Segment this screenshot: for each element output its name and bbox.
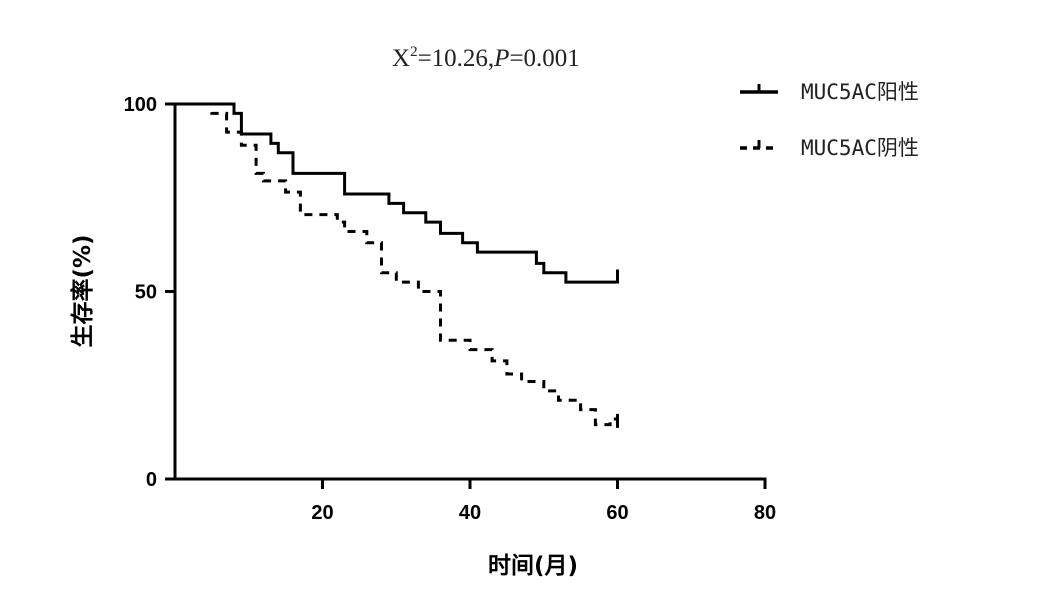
legend-entry-negative: MUC5AC阴性 xyxy=(740,136,919,160)
x-tick-label: 60 xyxy=(606,502,628,524)
chart-title: X2=10.26,P=0.001 xyxy=(392,44,580,72)
chart-title-p-value: =0.001 xyxy=(509,45,579,72)
x-axis-title: 时间(月) xyxy=(488,553,578,579)
series-line-negative xyxy=(175,102,618,427)
y-tick-label: 0 xyxy=(146,469,157,491)
y-tick-label: 100 xyxy=(124,94,157,116)
legend-entry-positive: MUC5AC阳性 xyxy=(740,80,919,104)
x-tick-label: 80 xyxy=(754,502,776,524)
legend: MUC5AC阳性 MUC5AC阴性 xyxy=(740,80,919,160)
chart-title-prefix: X xyxy=(392,45,410,72)
y-tick-label: 50 xyxy=(135,282,157,304)
y-axis-title: 生存率(%) xyxy=(69,234,96,347)
chart-title-p-label: P xyxy=(493,45,509,72)
x-tick-label: 40 xyxy=(459,502,481,524)
axes: 0 50 100 20 40 60 80 xyxy=(124,94,777,524)
series-line-positive xyxy=(175,102,618,284)
chart-title-stat: =10.26, xyxy=(418,45,495,72)
x-tick-label: 20 xyxy=(311,502,333,524)
series-lines xyxy=(175,102,619,428)
legend-label-positive: MUC5AC阳性 xyxy=(801,80,919,104)
legend-label-negative: MUC5AC阴性 xyxy=(801,136,919,160)
chart-title-superscript: 2 xyxy=(410,44,418,60)
